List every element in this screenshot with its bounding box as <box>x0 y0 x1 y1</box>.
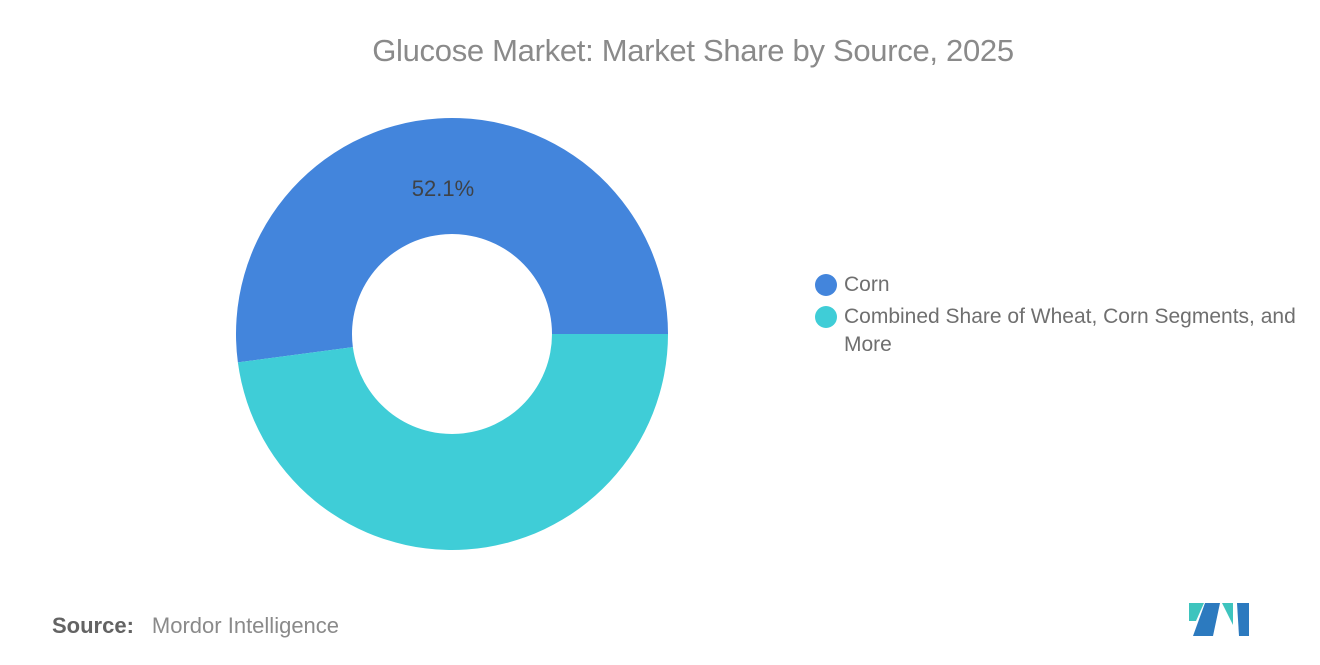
legend-label-corn: Corn <box>844 273 890 296</box>
logo-right-teal-shape <box>1222 603 1233 625</box>
source-line: Source: Mordor Intelligence <box>52 613 339 639</box>
legend: Corn Combined Share of Wheat, Corn Segme… <box>815 271 1304 359</box>
legend-item-combined-share[interactable]: Combined Share of Wheat, Corn Segments, … <box>815 303 1304 359</box>
legend-item-corn[interactable]: Corn <box>815 271 1304 299</box>
pie-slice-1[interactable] <box>235 117 668 363</box>
source-value: Mordor Intelligence <box>151 613 340 638</box>
pie-data-label: 52.1% <box>411 176 475 201</box>
pie-slice-2[interactable] <box>237 334 668 550</box>
logo-left-blue-shape <box>1193 603 1220 636</box>
legend-swatch-combined-share-icon <box>815 306 837 328</box>
legend-label-combined-share: Combined Share of Wheat, Corn Segments, … <box>844 305 1296 356</box>
mordor-intelligence-logo <box>1189 603 1249 636</box>
source-label: Source: <box>52 613 134 638</box>
logo-left-teal-shape <box>1189 603 1204 621</box>
logo-right-blue-shape <box>1237 603 1249 636</box>
chart-title: Glucose Market: Market Share by Source, … <box>372 33 1014 68</box>
legend-swatch-corn-icon <box>815 274 837 296</box>
donut-chart <box>235 117 668 550</box>
